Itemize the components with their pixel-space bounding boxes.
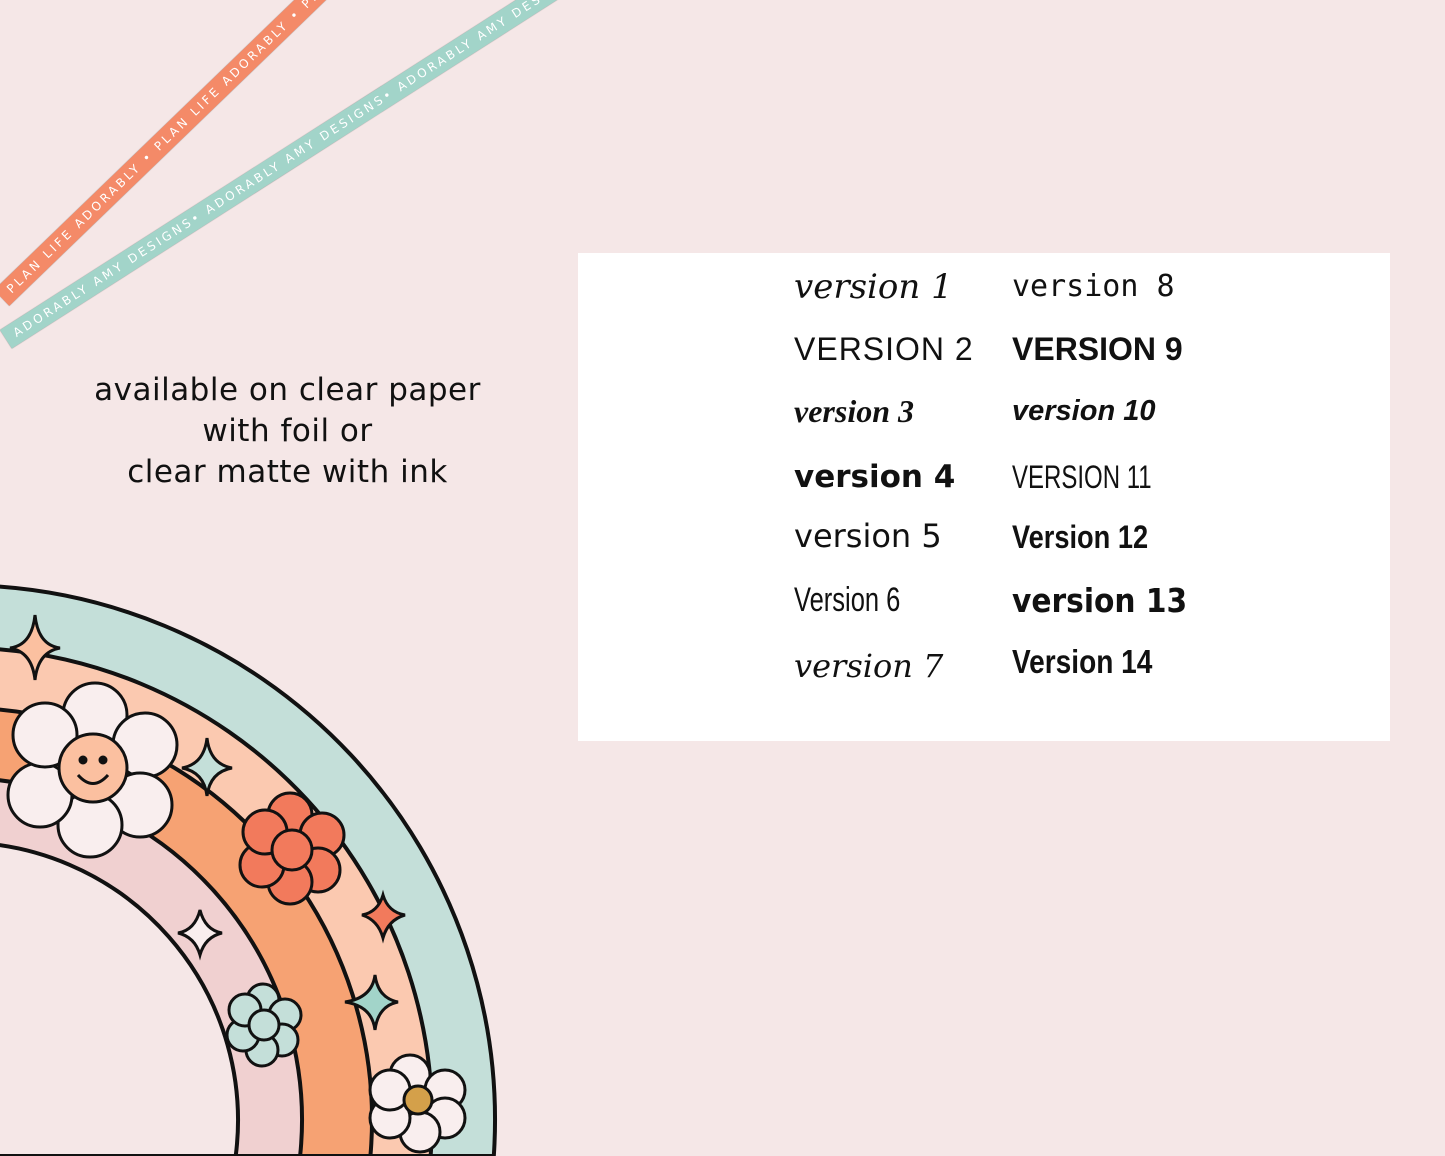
sparkle-icon [9, 614, 61, 681]
caption-line-3: clear matte with ink [127, 454, 448, 490]
version-5: version 5 [794, 517, 942, 555]
sparkle-icon [177, 909, 223, 961]
font-versions-card: version 1 VERSION 2 version 3 version 4 … [578, 253, 1390, 741]
version-3: version 3 [794, 393, 914, 429]
sparkle-icon [344, 974, 399, 1031]
version-7: version 7 [794, 647, 944, 685]
version-11: VERSION 11 [1012, 459, 1152, 495]
white-flower-icon [368, 1053, 467, 1154]
teal-flower-icon [225, 982, 303, 1068]
version-8: version 8 [1012, 269, 1175, 304]
version-13: version 13 [1012, 581, 1188, 620]
smiley-flower-icon [6, 681, 179, 859]
version-9: VERSION 9 [1012, 331, 1183, 367]
version-2: VERSION 2 [794, 331, 974, 367]
version-1: version 1 [794, 267, 953, 307]
version-10: version 10 [1012, 395, 1156, 427]
version-6: Version 6 [794, 581, 901, 619]
sparkle-icon [181, 737, 233, 797]
caption: available on clear paper with foil or cl… [60, 370, 515, 493]
version-14: Version 14 [1012, 643, 1153, 680]
caption-line-2: with foil or [202, 413, 373, 449]
version-4: version 4 [794, 459, 956, 495]
sparkle-icon [361, 889, 406, 944]
version-12: Version 12 [1012, 519, 1149, 555]
caption-line-1: available on clear paper [94, 372, 481, 408]
rainbow-inner-gap [0, 843, 240, 1156]
coral-flower-icon [238, 791, 346, 906]
